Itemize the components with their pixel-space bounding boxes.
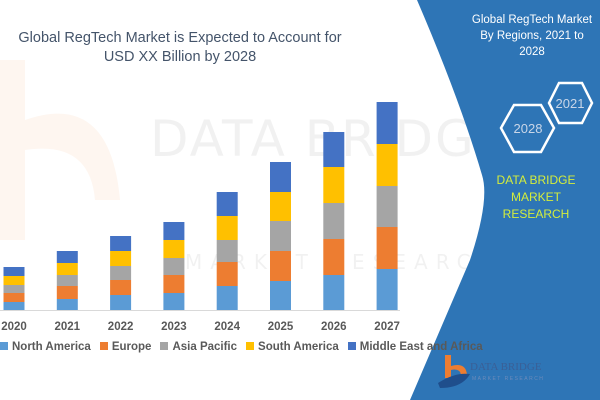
chart-title-line-1: Global RegTech Market is Expected to Acc… xyxy=(18,30,342,46)
bar-segment-2026-europe xyxy=(323,239,345,275)
x-tick-label-2022: 2022 xyxy=(108,321,134,333)
bar-segment-2025-europe xyxy=(270,251,291,281)
bar-segment-2021-middle-east-and-africa xyxy=(56,251,78,263)
legend-label: South America xyxy=(258,341,339,353)
legend-swatch xyxy=(347,342,356,350)
bar-segment-2027-asia-pacific xyxy=(376,186,398,227)
legend-item-south-america: South America xyxy=(246,341,339,353)
bar-segment-2022-europe xyxy=(110,280,132,295)
bar-segment-2027-middle-east-and-africa xyxy=(376,102,398,144)
legend-item-europe: Europe xyxy=(99,341,152,353)
x-tick-label-2026: 2026 xyxy=(321,321,347,333)
bar-segment-2022-asia-pacific xyxy=(110,266,132,280)
logo-subtext: MARKET RESEARCH xyxy=(472,376,544,382)
legend: North America Europe Asia Pacific South Ame… xyxy=(0,341,492,353)
x-tick-label-2021: 2021 xyxy=(55,321,81,333)
brand-name-line-2: RESEARCH xyxy=(502,207,570,221)
bar-segment-2020-north-america xyxy=(3,302,25,310)
bar-segment-2020-south-america xyxy=(3,276,25,285)
bar-segment-2024-south-america xyxy=(216,216,238,240)
legend-swatch xyxy=(0,342,8,350)
x-tick-label-2025: 2025 xyxy=(268,321,294,333)
bar-segment-2025-north-america xyxy=(270,281,291,310)
brand-name: DATA BRIDGE MARKET RESEARCH xyxy=(476,172,596,223)
logo-text: DATA BRIDGE xyxy=(470,361,542,373)
bar-segment-2026-north-america xyxy=(323,275,345,310)
bar-segment-2020-europe xyxy=(3,293,25,302)
bar-segment-2023-middle-east-and-africa xyxy=(163,222,185,240)
bar-segment-2022-south-america xyxy=(110,251,132,266)
bar-segment-2023-south-america xyxy=(163,240,185,258)
bar-segment-2025-asia-pacific xyxy=(270,221,291,251)
stacked-bar-chart: 2020 2021 2022 2023 2024 2025 2026 2027 xyxy=(0,102,400,333)
bar-segment-2024-asia-pacific xyxy=(216,240,238,262)
x-tick-label-2020: 2020 xyxy=(1,321,27,333)
bar-segment-2026-south-america xyxy=(323,167,345,203)
legend-swatch xyxy=(99,342,108,350)
chart-title: Global RegTech Market is Expected to Acc… xyxy=(0,29,360,67)
bar-segment-2027-europe xyxy=(376,227,398,269)
bar-segment-2026-middle-east-and-africa xyxy=(323,132,345,167)
brand-name-line-1: DATA BRIDGE MARKET xyxy=(496,173,576,204)
legend-label: Asia Pacific xyxy=(172,341,238,353)
bar-segment-2021-north-america xyxy=(56,299,78,310)
bar-segment-2021-asia-pacific xyxy=(56,275,78,286)
bar-segment-2025-middle-east-and-africa xyxy=(270,162,291,192)
bar-segment-2025-south-america xyxy=(270,192,291,221)
hex-2021: 2021 xyxy=(547,81,594,125)
legend-item-middle-east-and-africa: Middle East and Africa xyxy=(347,341,483,353)
bar-segment-2024-middle-east-and-africa xyxy=(216,192,238,216)
legend-label: North America xyxy=(12,341,91,353)
bar-segment-2022-north-america xyxy=(110,295,132,310)
bar-segment-2022-middle-east-and-africa xyxy=(110,236,132,251)
x-tick-label-2024: 2024 xyxy=(214,321,240,333)
panel-title-line-2: By Regions, 2021 to 2028 xyxy=(480,30,584,58)
hex-2028: 2028 xyxy=(499,103,556,154)
bar-segment-2020-middle-east-and-africa xyxy=(3,267,25,276)
legend-item-asia-pacific: Asia Pacific xyxy=(160,341,237,353)
bar-segment-2027-north-america xyxy=(376,269,398,310)
bar-segment-2027-south-america xyxy=(376,144,398,186)
legend-label: Middle East and Africa xyxy=(359,341,483,353)
brand-logo-icon: DATA BRIDGE MARKET RESEARCH xyxy=(438,355,544,388)
bar-segment-2023-north-america xyxy=(163,293,185,310)
chart-title-line-2: USD XX Billion by 2028 xyxy=(103,49,257,65)
panel-title-line-1: Global RegTech Market xyxy=(471,14,593,26)
legend-swatch xyxy=(246,342,255,350)
hex-2028-label: 2028 xyxy=(514,121,543,136)
x-tick-label-2023: 2023 xyxy=(161,321,187,333)
bar-segment-2023-europe xyxy=(163,275,185,293)
bar-segment-2024-north-america xyxy=(216,286,238,310)
bar-segment-2021-europe xyxy=(56,286,78,299)
legend-label: Europe xyxy=(111,341,152,353)
bar-segment-2024-europe xyxy=(216,262,238,286)
legend-swatch xyxy=(160,342,169,350)
hex-2021-label: 2021 xyxy=(556,96,585,111)
x-tick-label-2027: 2027 xyxy=(374,321,400,333)
bar-segment-2026-asia-pacific xyxy=(323,203,345,239)
bar-segment-2021-south-america xyxy=(56,263,78,275)
panel-title: Global RegTech Market By Regions, 2021 t… xyxy=(468,12,596,60)
bar-segment-2023-asia-pacific xyxy=(163,258,185,275)
legend-item-north-america: North America xyxy=(0,341,91,353)
bar-segment-2020-asia-pacific xyxy=(3,285,25,293)
